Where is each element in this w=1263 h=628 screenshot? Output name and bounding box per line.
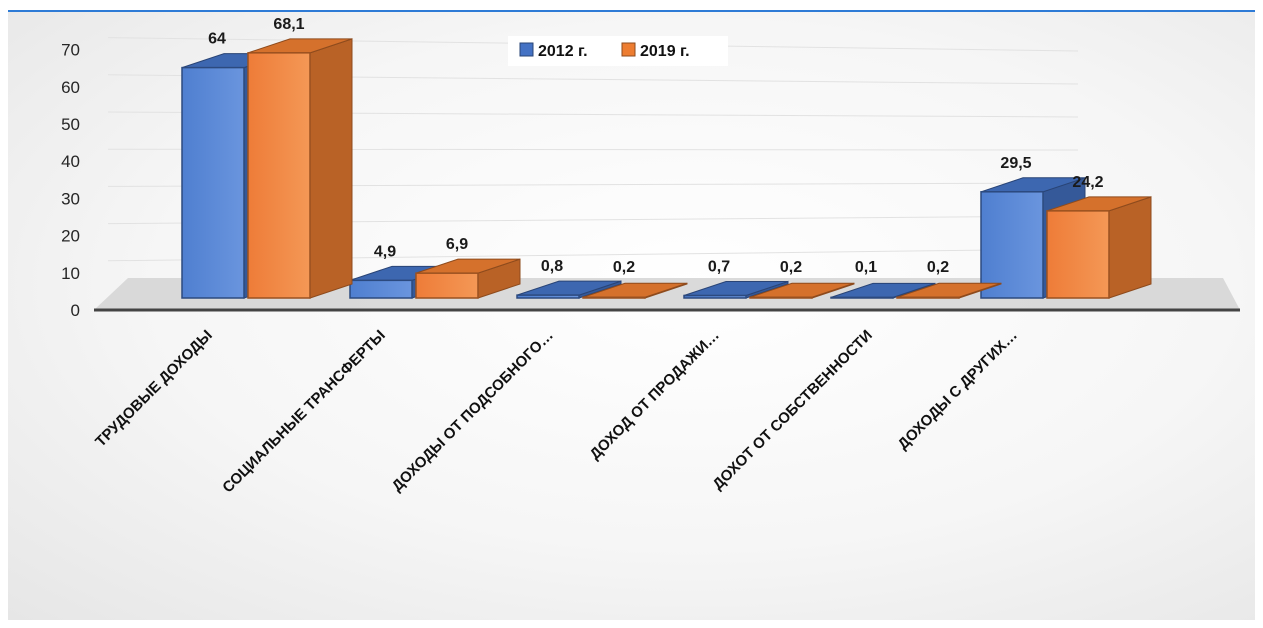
legend-box bbox=[508, 36, 728, 66]
bar-front bbox=[247, 52, 311, 299]
data-label: 0,1 bbox=[855, 259, 877, 276]
bar-2019-2 bbox=[582, 282, 688, 299]
y-tick-label: 60 bbox=[61, 78, 80, 97]
category-label: ДОХОДЫ С ДРУГИХ… bbox=[895, 327, 1021, 453]
legend-label: 2019 г. bbox=[640, 43, 690, 60]
data-label: 29,5 bbox=[1000, 155, 1031, 172]
legend: 2012 г. 2019 г. bbox=[508, 36, 728, 66]
bar-front bbox=[349, 279, 413, 299]
bar-2019-4 bbox=[896, 282, 1002, 299]
bar-chart: 0 10 20 30 40 50 60 70 64 4,9 0,8 0,7 0,1 29,5 68,1 6,… bbox=[61, 16, 1240, 496]
bars bbox=[181, 38, 1152, 299]
bar-2019-0 bbox=[247, 38, 353, 299]
y-tick-label: 10 bbox=[61, 264, 80, 283]
bar-2019-5 bbox=[1046, 196, 1152, 299]
bar-side bbox=[1108, 196, 1152, 299]
bar-front bbox=[749, 296, 813, 299]
data-label: 6,9 bbox=[446, 236, 468, 253]
data-label: 0,2 bbox=[927, 259, 949, 276]
bar-2012-4 bbox=[830, 282, 936, 299]
gridlines bbox=[107, 37, 1079, 262]
bar-front bbox=[830, 296, 894, 299]
data-labels: 64 4,9 0,8 0,7 0,1 29,5 68,1 6,9 0,2 0,2 0,2 24,2 bbox=[208, 16, 1104, 276]
category-label: ДОХОТ ОТ СОБСТВЕННОСТИ bbox=[709, 327, 875, 493]
bar-front bbox=[415, 272, 479, 299]
category-label: ТРУДОВЫЕ ДОХОДЫ bbox=[92, 327, 216, 451]
legend-swatch bbox=[519, 42, 534, 57]
data-label: 0,2 bbox=[613, 259, 635, 276]
bar-2019-3 bbox=[749, 282, 855, 299]
chart-frame: 0 10 20 30 40 50 60 70 64 4,9 0,8 0,7 0,1 29,5 68,1 6,… bbox=[8, 10, 1255, 620]
data-label: 0,8 bbox=[541, 258, 563, 275]
bar-front bbox=[582, 296, 646, 299]
bar-front bbox=[181, 66, 245, 299]
bar-2012-2 bbox=[516, 280, 622, 299]
y-tick-label: 70 bbox=[61, 41, 80, 60]
data-label: 24,2 bbox=[1072, 174, 1103, 191]
y-tick-label: 40 bbox=[61, 152, 80, 171]
data-label: 64 bbox=[208, 31, 226, 48]
category-label: СОЦИАЛЬНЫЕ ТРАНСФЕРТЫ bbox=[219, 327, 388, 496]
bar-side bbox=[309, 38, 353, 299]
bar-2012-3 bbox=[683, 280, 789, 299]
y-tick-label: 50 bbox=[61, 115, 80, 134]
bar-2019-1 bbox=[415, 258, 521, 299]
data-label: 4,9 bbox=[374, 243, 396, 260]
data-label: 0,7 bbox=[708, 258, 730, 275]
bar-front bbox=[516, 294, 580, 299]
bar-front bbox=[896, 296, 960, 299]
y-tick-label: 30 bbox=[61, 189, 80, 208]
y-tick-label: 20 bbox=[61, 227, 80, 246]
category-label: ДОХОД ОТ ПРОДАЖИ… bbox=[587, 327, 723, 463]
legend-swatch bbox=[621, 42, 636, 57]
y-tick-label: 0 bbox=[71, 301, 80, 320]
data-label: 0,2 bbox=[780, 259, 802, 276]
x-axis-categories: ТРУДОВЫЕ ДОХОДЫ СОЦИАЛЬНЫЕ ТРАНСФЕРТЫ ДОХО… bbox=[92, 327, 1021, 496]
bar-front bbox=[683, 294, 747, 299]
data-label: 68,1 bbox=[273, 16, 304, 33]
legend-label: 2012 г. bbox=[538, 43, 588, 60]
y-axis: 0 10 20 30 40 50 60 70 bbox=[61, 41, 80, 320]
bar-front bbox=[980, 191, 1044, 299]
category-label: ДОХОДЫ ОТ ПОДСОБНОГО… bbox=[389, 327, 557, 495]
bar-front bbox=[1046, 210, 1110, 299]
